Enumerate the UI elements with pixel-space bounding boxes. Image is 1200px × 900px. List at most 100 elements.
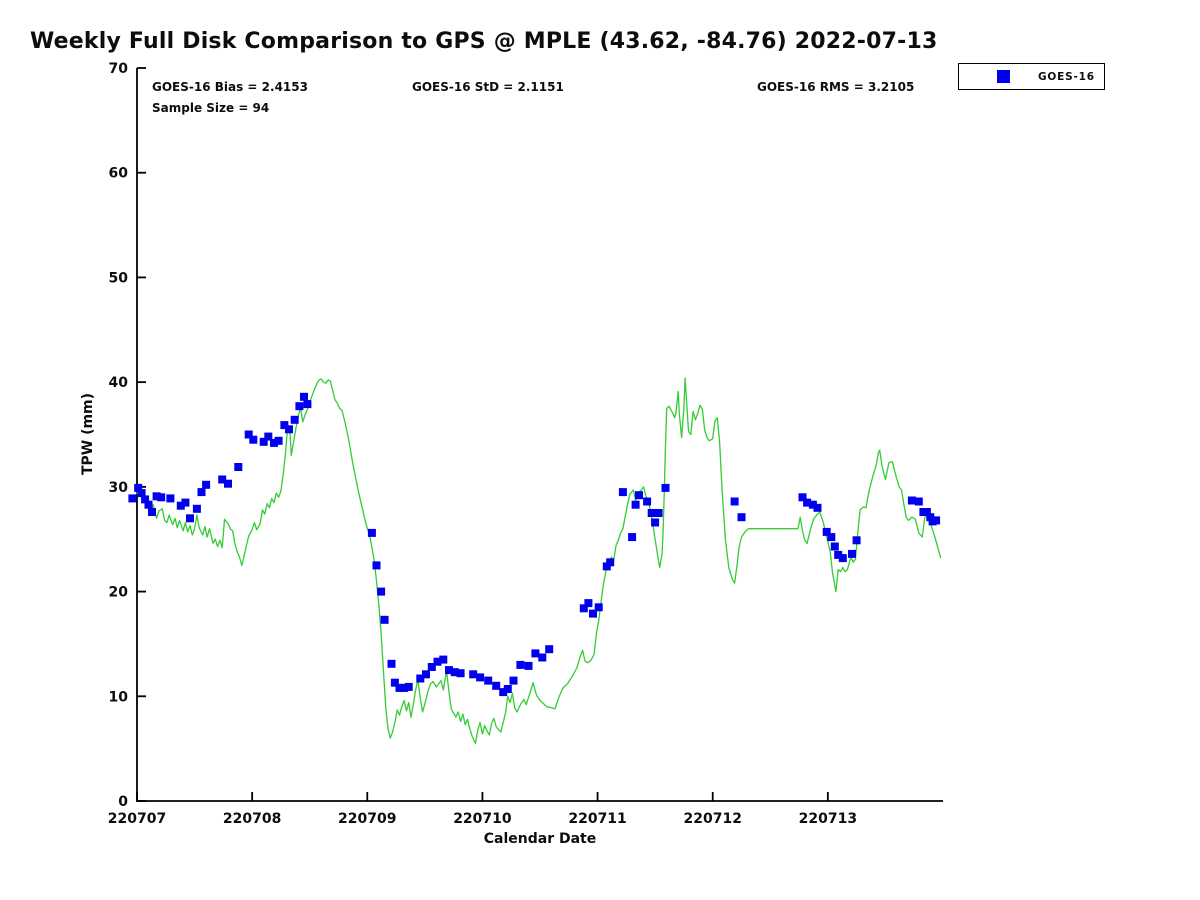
goes16-data-marker [377,587,386,596]
goes16-data-marker [387,659,396,668]
goes16-data-marker [144,500,153,509]
goes16-data-marker [274,436,283,445]
goes16-data-marker [395,683,404,692]
goes16-data-marker [524,661,533,670]
goes16-data-marker [531,649,540,658]
goes16-data-marker [926,513,935,522]
goes16-data-marker [186,514,194,523]
goes16-data-marker [270,438,278,447]
goes16-data-marker [367,528,376,537]
goes16-data-marker [244,430,253,439]
goes16-data-marker [628,533,637,542]
goes16-data-marker [834,550,843,559]
goes16-data-marker [224,479,232,488]
y-tick-label: 10 [109,689,129,705]
goes16-data-marker [280,421,289,430]
goes16-data-marker [516,660,525,669]
stat-sample-size: Sample Size = 94 [152,101,270,115]
goes16-data-marker [390,678,399,687]
goes16-data-marker [141,495,150,504]
goes16-data-marker [635,491,643,500]
legend-label: GOES-16 [1038,70,1095,83]
goes16-data-marker [907,496,916,505]
gps-line [136,377,942,745]
goes16-data-marker [589,609,597,618]
goes16-marker-icon [997,70,1010,83]
stat-rms: GOES-16 RMS = 3.2105 [757,80,915,94]
goes16-data-marker [798,493,807,502]
y-tick-label: 20 [109,585,129,601]
goes16-data-marker [822,527,831,536]
axes [136,68,943,802]
goes16-data-marker [602,562,611,571]
x-axis-label: Calendar Date [483,831,597,847]
goes16-data-marker [499,688,508,697]
goes16-data-marker [579,604,588,613]
x-tick-label: 220708 [223,811,281,827]
goes16-data-marker [584,599,593,608]
y-axis-label: TPW (mm) [80,392,96,476]
goes16-data-marker [264,432,273,441]
goes16-data-marker [148,508,156,516]
stat-bias: GOES-16 Bias = 2.4153 [152,80,308,94]
goes16-data-marker [427,663,436,671]
goes16-data-marker [932,516,941,525]
goes16-data-marker [492,681,501,690]
legend: GOES-16 [958,63,1105,90]
goes16-data-marker [647,509,656,517]
goes16-data-marker [439,655,448,664]
goes16-data-marker [476,673,485,682]
goes16-data-marker [445,666,453,675]
goes16-data-marker [128,494,137,503]
goes16-data-marker [249,435,258,444]
goes16-data-marker [848,549,856,558]
goes16-data-marker [838,554,847,563]
goes16-data-marker [300,392,308,401]
goes16-data-marker [545,645,554,654]
goes16-data-marker [176,501,185,510]
goes16-data-marker [654,509,663,517]
x-tick-label: 220709 [338,811,396,827]
goes16-data-marker [416,674,425,683]
goes16-data-marker [852,536,861,545]
goes16-data-marker [450,668,459,677]
goes16-data-marker [137,489,146,498]
goes16-data-marker [202,480,211,489]
goes16-data-marker [737,513,746,522]
goes16-data-marker [259,437,268,446]
goes16-data-marker [469,670,478,679]
goes16-data-marker [285,425,293,434]
goes16-data-marker [181,498,190,507]
goes16-data-marker [422,670,430,679]
goes16-data-marker [166,494,175,503]
y-tick-label: 40 [109,375,129,391]
goes16-data-marker [538,653,547,662]
goes16-data-marker [830,542,839,551]
goes16-data-marker [503,685,512,693]
goes16-data-marker [234,463,243,471]
goes16-data-marker [197,488,206,497]
goes16-data-marker [484,676,493,685]
goes16-data-marker [433,657,442,666]
goes16-data-marker [730,497,739,506]
goes16-data-marker [509,676,518,685]
y-tick-label: 30 [109,480,129,496]
goes16-data-marker [808,500,817,509]
goes16-data-marker [643,497,652,506]
goes16-data-marker [157,493,166,502]
y-tick-label: 60 [109,166,129,182]
goes16-data-marker [192,504,201,513]
goes16-data-marker [218,475,227,484]
goes16-data-marker [606,558,615,567]
x-tick-label: 220713 [799,811,857,827]
goes16-data-marker [303,400,312,409]
goes16-data-marker [134,483,143,492]
chart-title: Weekly Full Disk Comparison to GPS @ MPL… [30,29,938,54]
goes16-data-marker [456,669,465,678]
stat-std: GOES-16 StD = 2.1151 [412,80,564,94]
goes16-data-marker [152,492,161,501]
goes16-data-marker [380,615,389,624]
goes16-data-marker [295,402,304,411]
goes16-data-marker [803,498,812,507]
